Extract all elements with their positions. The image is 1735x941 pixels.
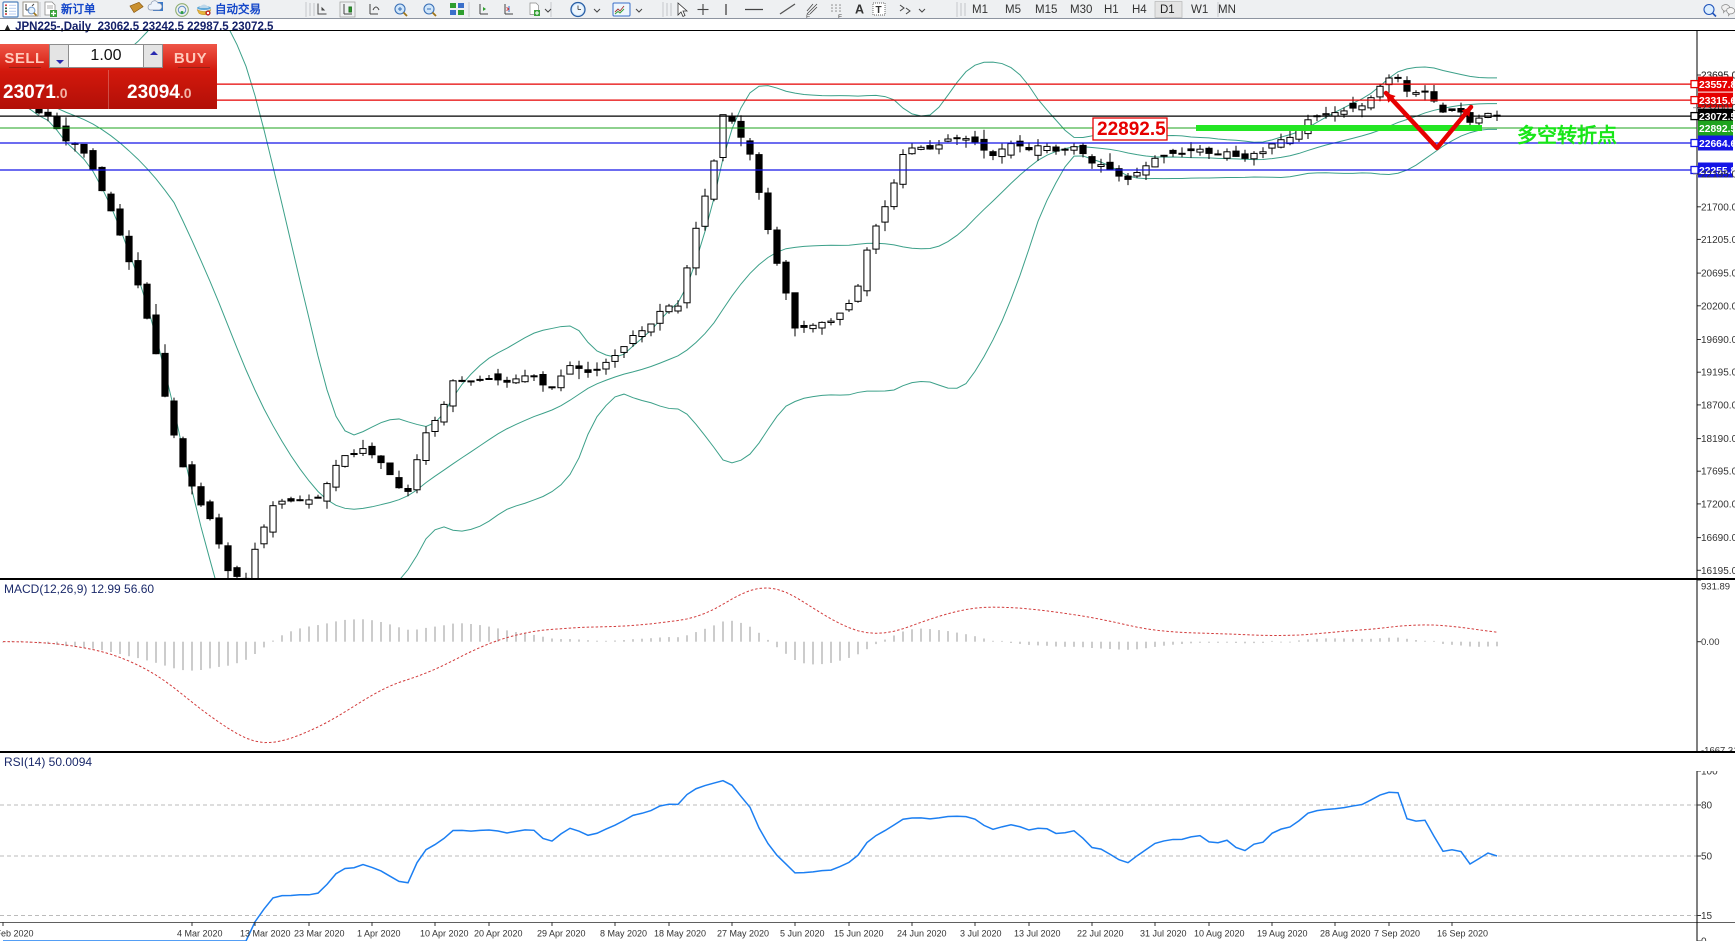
svg-text:20200.0: 20200.0 xyxy=(1701,301,1735,312)
svg-text:15: 15 xyxy=(1701,911,1713,922)
svg-text:27 May 2020: 27 May 2020 xyxy=(717,929,769,939)
svg-text:22 Jul 2020: 22 Jul 2020 xyxy=(1077,929,1124,939)
svg-text:22892.5: 22892.5 xyxy=(1097,119,1166,140)
svg-text:23 Mar 2020: 23 Mar 2020 xyxy=(294,929,345,939)
svg-text:多空转折点: 多空转折点 xyxy=(1517,123,1617,147)
svg-text:22664.6: 22664.6 xyxy=(1699,139,1735,150)
svg-text:16 Sep 2020: 16 Sep 2020 xyxy=(1437,929,1488,939)
svg-text:19195.0: 19195.0 xyxy=(1701,368,1735,379)
svg-text:5 Jun 2020: 5 Jun 2020 xyxy=(780,929,825,939)
svg-text:18 May 2020: 18 May 2020 xyxy=(654,929,706,939)
svg-text:20 Apr 2020: 20 Apr 2020 xyxy=(474,929,523,939)
svg-text:31 Jul 2020: 31 Jul 2020 xyxy=(1140,929,1187,939)
svg-text:8 May 2020: 8 May 2020 xyxy=(600,929,647,939)
svg-text:24 Jun 2020: 24 Jun 2020 xyxy=(897,929,947,939)
svg-text:D1: D1 xyxy=(1160,4,1175,16)
svg-text:28 Aug 2020: 28 Aug 2020 xyxy=(1320,929,1371,939)
svg-text:F: F xyxy=(838,14,842,19)
svg-text:7 Sep 2020: 7 Sep 2020 xyxy=(1374,929,1420,939)
svg-text:29 Apr 2020: 29 Apr 2020 xyxy=(537,929,586,939)
svg-text:19 Aug 2020: 19 Aug 2020 xyxy=(1257,929,1308,939)
svg-text:A: A xyxy=(855,3,864,17)
svg-text:22892.5: 22892.5 xyxy=(1699,124,1735,135)
svg-text:MN: MN xyxy=(1218,4,1236,16)
svg-text:22195.0: 22195.0 xyxy=(1701,170,1735,181)
svg-text:16690.0: 16690.0 xyxy=(1701,533,1735,544)
svg-text:10 Aug 2020: 10 Aug 2020 xyxy=(1194,929,1245,939)
svg-text:20695.0: 20695.0 xyxy=(1701,269,1735,280)
svg-text:100: 100 xyxy=(1701,771,1718,778)
svg-text:4 Feb 2020: 4 Feb 2020 xyxy=(0,929,34,939)
svg-text:E: E xyxy=(806,14,811,19)
svg-text:W1: W1 xyxy=(1191,4,1208,16)
svg-text:21205.0: 21205.0 xyxy=(1701,235,1735,246)
svg-text:H4: H4 xyxy=(1132,4,1147,16)
svg-text:M5: M5 xyxy=(1005,4,1021,16)
svg-text:10 Apr 2020: 10 Apr 2020 xyxy=(420,929,469,939)
svg-text:23557.8: 23557.8 xyxy=(1699,80,1735,91)
svg-text:19690.0: 19690.0 xyxy=(1701,335,1735,346)
svg-text:M15: M15 xyxy=(1035,4,1057,16)
svg-text:80: 80 xyxy=(1701,801,1713,812)
svg-text:21700.0: 21700.0 xyxy=(1701,202,1735,213)
svg-text:18190.0: 18190.0 xyxy=(1701,434,1735,445)
svg-text:13 Mar 2020: 13 Mar 2020 xyxy=(240,929,291,939)
svg-text:T: T xyxy=(876,5,882,16)
svg-text:新订单: 新订单 xyxy=(61,2,96,16)
svg-text:931.89: 931.89 xyxy=(1701,581,1730,592)
svg-text:16195.0: 16195.0 xyxy=(1701,566,1735,577)
svg-text:17695.0: 17695.0 xyxy=(1701,467,1735,478)
svg-text:13 Jul 2020: 13 Jul 2020 xyxy=(1014,929,1061,939)
svg-text:17200.0: 17200.0 xyxy=(1701,499,1735,510)
svg-text:4 Mar 2020: 4 Mar 2020 xyxy=(177,929,223,939)
svg-text:0.00: 0.00 xyxy=(1701,637,1720,648)
svg-text:M1: M1 xyxy=(972,4,988,16)
svg-text:M30: M30 xyxy=(1070,4,1092,16)
svg-text:3 Jul 2020: 3 Jul 2020 xyxy=(960,929,1002,939)
svg-text:H1: H1 xyxy=(1104,4,1119,16)
svg-text:自动交易: 自动交易 xyxy=(215,2,261,16)
svg-text:1 Apr 2020: 1 Apr 2020 xyxy=(357,929,401,939)
svg-text:50: 50 xyxy=(1701,852,1713,863)
svg-text:18700.0: 18700.0 xyxy=(1701,400,1735,411)
svg-text:15 Jun 2020: 15 Jun 2020 xyxy=(834,929,884,939)
